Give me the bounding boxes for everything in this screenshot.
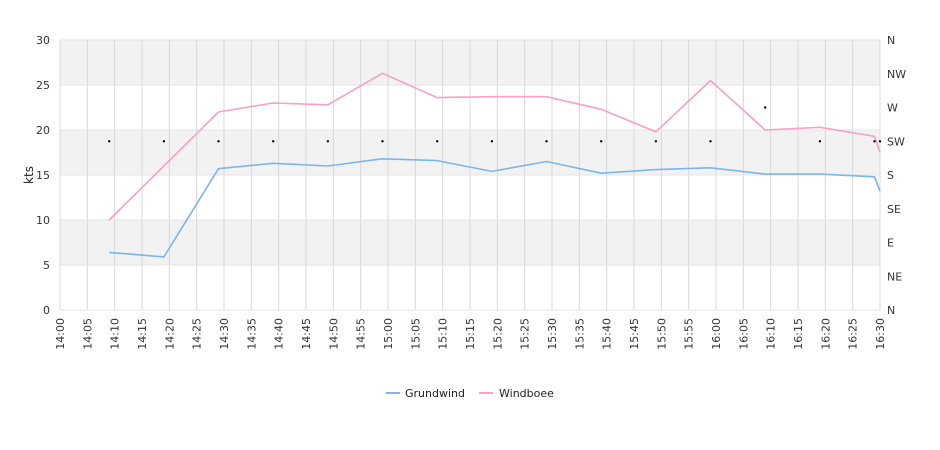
x-axis-ticks: 14:00 14:05 14:10 14:15 14:20 14:25 14:30 14:35… xyxy=(54,318,887,350)
x-tick-label: 15:15 xyxy=(464,318,477,350)
x-tick-label: 15:10 xyxy=(437,318,450,350)
direction-marker xyxy=(600,140,603,143)
x-tick-label: 15:30 xyxy=(546,318,559,350)
x-tick-label: 14:05 xyxy=(81,318,94,350)
direction-marker xyxy=(490,140,494,143)
x-tick-label: 15:45 xyxy=(628,318,641,350)
legend-label-grundwind: Grundwind xyxy=(405,387,465,400)
x-tick-label: 15:25 xyxy=(519,318,532,350)
y-tick-label: 25 xyxy=(36,79,50,92)
x-tick-label: 14:20 xyxy=(163,318,176,350)
y-tick-label: 20 xyxy=(36,124,50,137)
y-tick-label: 5 xyxy=(43,259,50,272)
x-tick-label: 14:35 xyxy=(245,318,258,350)
x-tick-label: 14:45 xyxy=(300,318,313,350)
x-tick-label: 16:05 xyxy=(737,318,750,350)
x-tick-label: 15:20 xyxy=(491,318,504,350)
x-tick-label: 15:05 xyxy=(409,318,422,350)
series-line-grundwind[interactable] xyxy=(109,158,881,258)
x-tick-label: 14:30 xyxy=(218,318,231,350)
y2-tick-label: SE xyxy=(887,203,901,216)
x-tick-label: 15:55 xyxy=(683,318,696,350)
direction-marker xyxy=(217,140,220,143)
direction-marker xyxy=(764,106,767,109)
legend-item-windboee[interactable]: Windboee xyxy=(479,387,554,400)
direction-marker xyxy=(272,140,275,143)
x-tick-label: 15:00 xyxy=(382,318,395,350)
x-tick-label: 14:25 xyxy=(191,318,204,350)
x-tick-label: 16:00 xyxy=(710,318,723,350)
x-tick-label: 16:25 xyxy=(847,318,860,350)
y2-tick-label: SW xyxy=(887,135,905,148)
x-tick-label: 14:55 xyxy=(355,318,368,350)
y-gridlines xyxy=(60,39,880,311)
legend: Grundwind Windboee xyxy=(386,387,554,400)
y2-tick-label: N xyxy=(887,34,895,47)
y2-tick-label: W xyxy=(887,102,898,115)
direction-marker xyxy=(162,140,166,143)
x-tick-label: 15:35 xyxy=(573,318,586,350)
direction-marker xyxy=(873,140,876,143)
legend-item-grundwind[interactable]: Grundwind xyxy=(386,387,465,400)
direction-marker xyxy=(818,140,822,143)
x-tick-label: 16:10 xyxy=(765,318,778,350)
y-tick-label: 15 xyxy=(36,169,50,182)
x-tick-label: 14:15 xyxy=(136,318,149,350)
x-tick-label: 15:50 xyxy=(655,318,668,350)
y-tick-label: 0 xyxy=(43,304,50,317)
direction-markers xyxy=(108,106,882,143)
x-tick-label: 14:40 xyxy=(273,318,286,350)
x-tick-label: 14:00 xyxy=(54,318,67,350)
y-tick-label: 30 xyxy=(36,34,50,47)
x-tick-label: 15:40 xyxy=(601,318,614,350)
x-tick-label: 16:15 xyxy=(792,318,805,350)
direction-marker xyxy=(709,140,712,143)
series-lines xyxy=(108,72,881,258)
y2-axis-ticks: N NE E SE S SW W NW N xyxy=(887,34,906,317)
series-line-windboee[interactable] xyxy=(108,72,881,221)
y-axis-ticks: 0 5 10 15 20 25 30 xyxy=(36,34,50,317)
x-tick-label: 14:50 xyxy=(327,318,340,350)
x-tick-label: 16:30 xyxy=(874,318,887,350)
legend-label-windboee: Windboee xyxy=(499,387,554,400)
x-tick-label: 16:20 xyxy=(819,318,832,350)
direction-marker xyxy=(545,140,548,143)
direction-marker xyxy=(436,140,439,143)
direction-marker xyxy=(654,140,658,143)
direction-marker xyxy=(878,140,882,143)
y2-tick-label: E xyxy=(887,237,894,250)
y2-tick-label: NW xyxy=(887,68,906,81)
x-tick-label: 14:10 xyxy=(109,318,122,350)
y2-tick-label: S xyxy=(887,169,894,182)
y-tick-label: 10 xyxy=(36,214,50,227)
direction-marker xyxy=(108,140,111,143)
y2-tick-label: NE xyxy=(887,270,902,283)
y2-tick-label: N xyxy=(887,304,895,317)
direction-marker xyxy=(381,140,384,143)
y-axis-title: kts xyxy=(22,166,36,184)
direction-marker xyxy=(326,140,330,143)
